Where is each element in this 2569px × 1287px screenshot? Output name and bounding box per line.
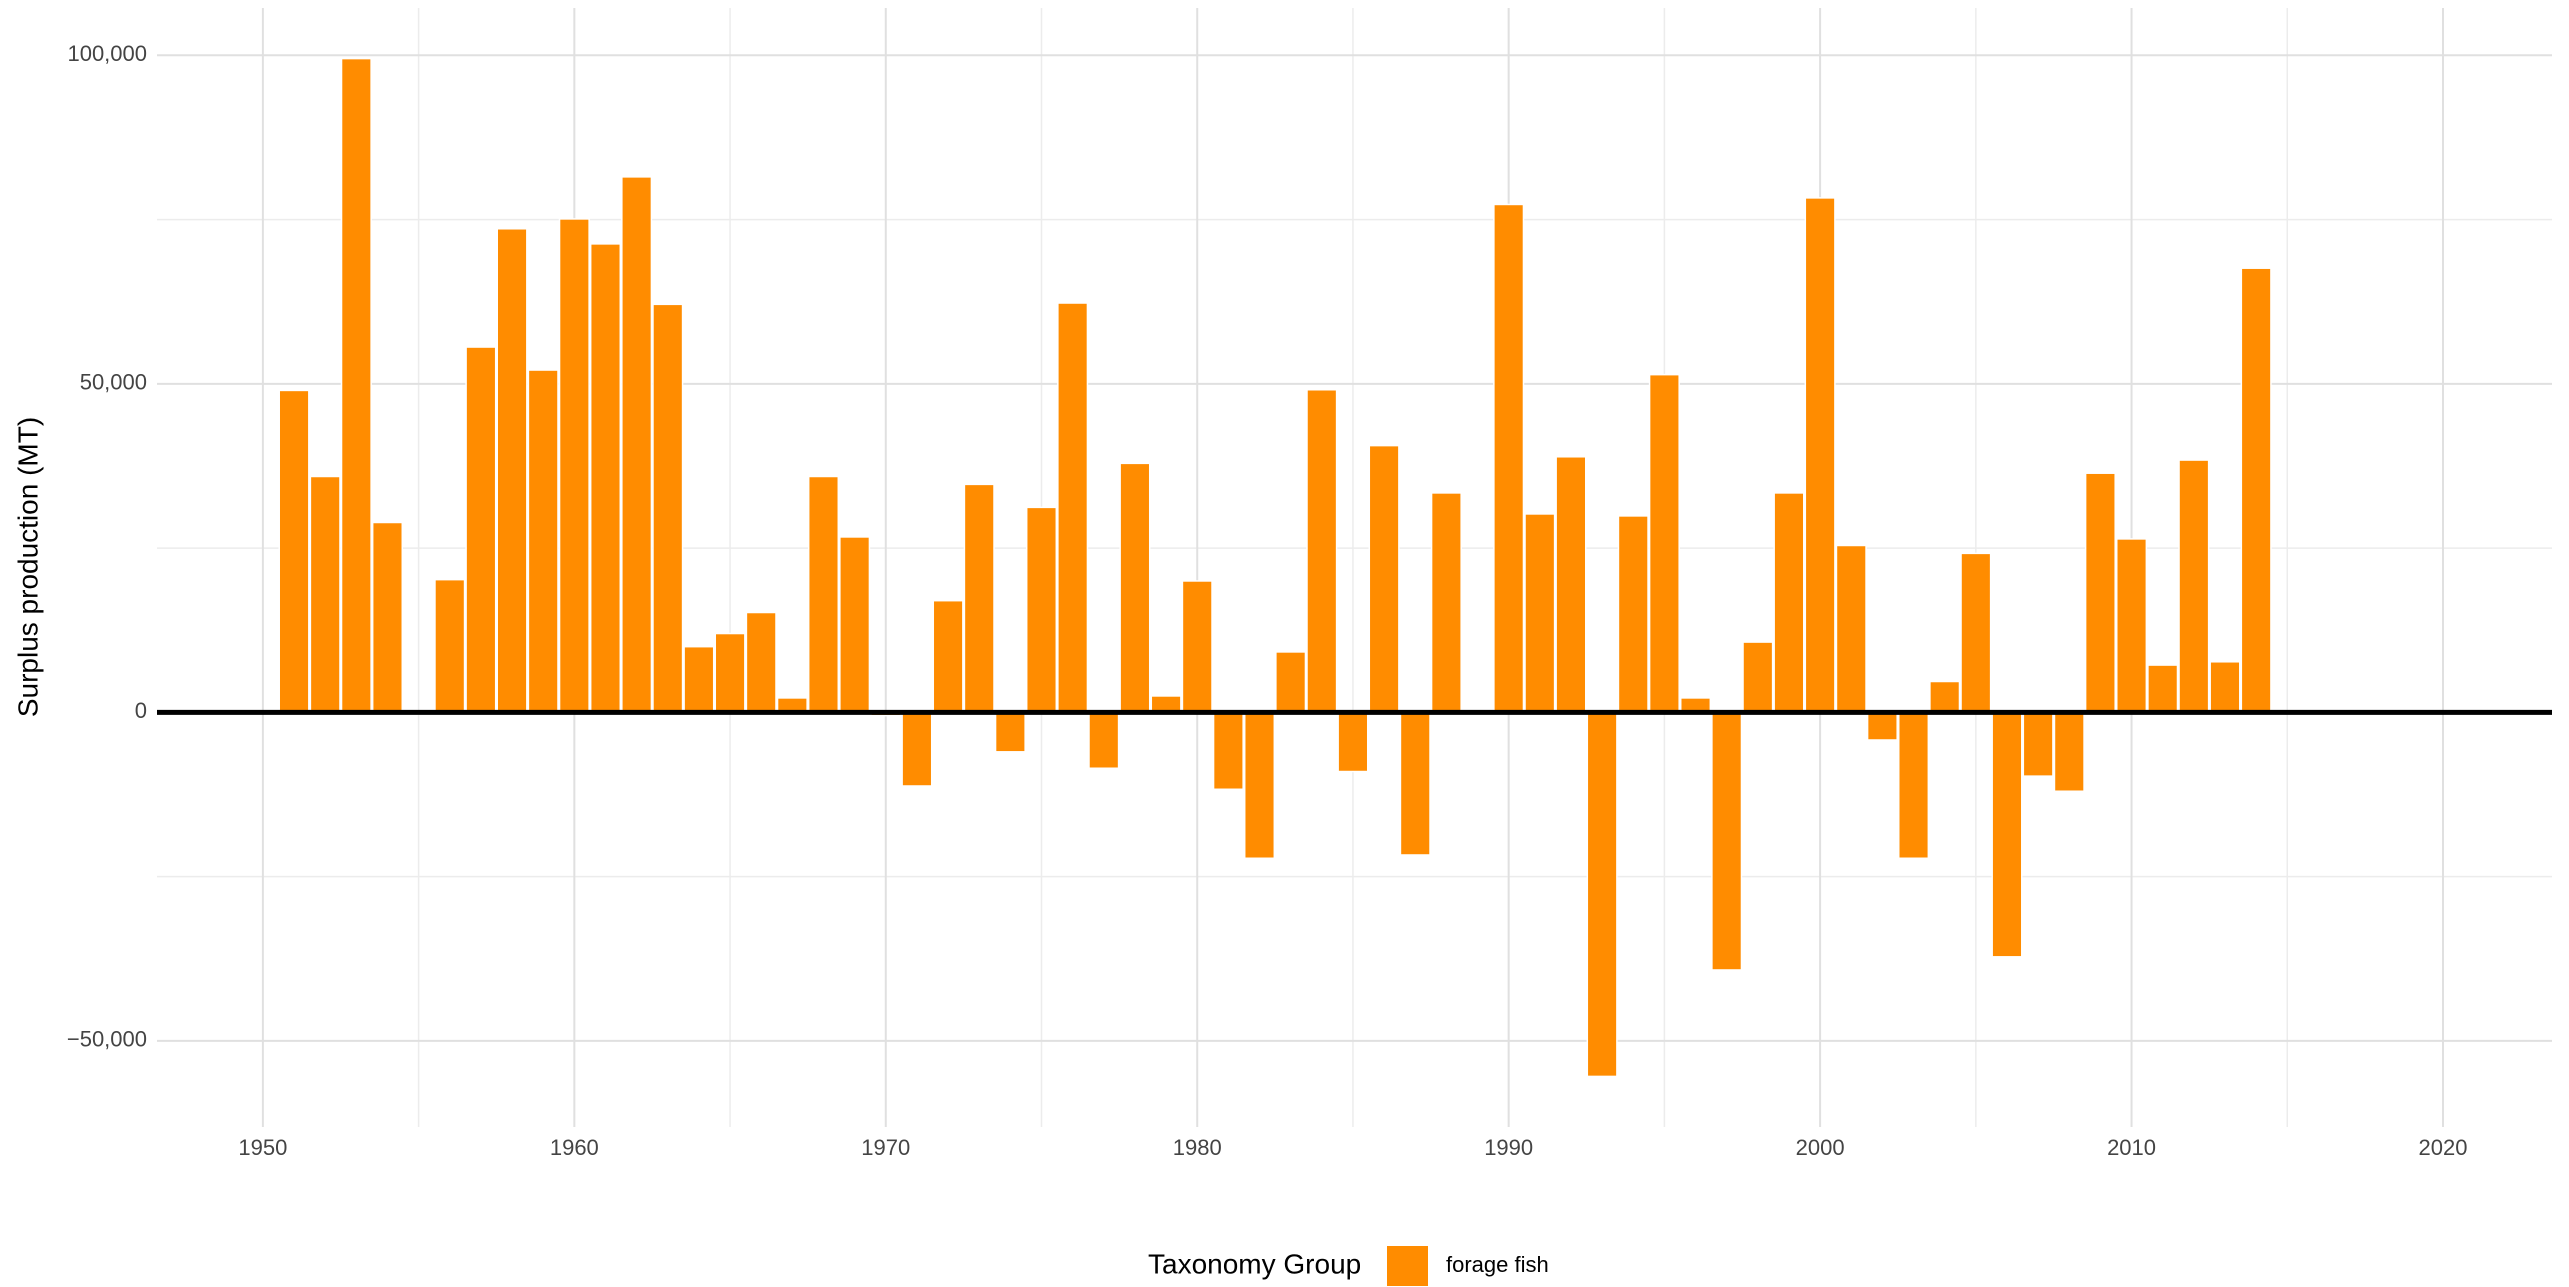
bar <box>932 599 964 714</box>
legend-title: Taxonomy Group <box>1148 1248 1361 1279</box>
bar <box>1804 197 1836 714</box>
legend-label: forage fish <box>1446 1252 1549 1277</box>
x-tick-label: 1960 <box>550 1135 599 1160</box>
bar <box>901 711 933 787</box>
x-tick-label: 1970 <box>861 1135 910 1160</box>
y-tick-label: −50,000 <box>67 1027 147 1052</box>
bar <box>340 57 372 714</box>
x-tick-label: 1980 <box>1173 1135 1222 1160</box>
bar <box>1897 711 1930 860</box>
x-tick-label: 2020 <box>2419 1135 2468 1160</box>
bar <box>1960 552 1992 714</box>
x-tick-label: 2000 <box>1796 1135 1845 1160</box>
legend-key <box>1387 1246 1428 1286</box>
bar <box>1617 515 1649 714</box>
bar <box>1212 711 1244 791</box>
y-tick-label: 0 <box>135 698 147 723</box>
x-tick-label: 1950 <box>238 1135 287 1160</box>
bar <box>1181 580 1213 714</box>
bar <box>2084 472 2116 714</box>
bar <box>683 645 715 714</box>
bar <box>527 369 559 714</box>
bar <box>1306 389 1338 714</box>
bar <box>1025 506 1058 714</box>
bar <box>2116 538 2148 714</box>
bar <box>1057 302 1089 714</box>
bar <box>278 389 310 714</box>
bar <box>1088 711 1120 769</box>
bar <box>2209 661 2241 714</box>
bar <box>496 228 528 714</box>
bar <box>1835 544 1867 714</box>
bar <box>589 243 622 714</box>
bar <box>1648 373 1680 714</box>
bar <box>1368 444 1400 714</box>
bar <box>994 711 1026 753</box>
bar <box>963 483 995 714</box>
bar <box>2053 711 2085 792</box>
x-tick-label: 2010 <box>2107 1135 2156 1160</box>
bar <box>1929 680 1961 714</box>
bar <box>1711 711 1743 971</box>
bar <box>1524 513 1556 714</box>
bar <box>1866 711 1898 741</box>
y-axis-label: Surplus production (MT) <box>12 417 43 717</box>
bar <box>465 346 497 714</box>
bar <box>714 632 746 714</box>
bar <box>2022 711 2054 777</box>
bar <box>1991 711 2023 958</box>
bar <box>1243 711 1276 860</box>
bar <box>1399 711 1431 856</box>
bar <box>1555 456 1587 714</box>
bar <box>1337 711 1369 773</box>
y-tick-label: 50,000 <box>80 370 147 395</box>
bar <box>1742 641 1774 714</box>
bar <box>807 475 840 714</box>
bar <box>621 176 653 714</box>
bar <box>1119 462 1151 714</box>
bar <box>1275 651 1307 714</box>
y-tick-label: 100,000 <box>67 41 147 66</box>
bar <box>309 475 341 714</box>
bar <box>745 611 777 714</box>
bar <box>2178 459 2210 714</box>
bar <box>434 578 466 714</box>
x-tick-label: 1990 <box>1484 1135 1533 1160</box>
bar <box>2240 267 2272 714</box>
bar <box>1586 711 1618 1078</box>
bar <box>1493 203 1525 714</box>
bar <box>1430 492 1462 714</box>
bar <box>558 218 590 714</box>
bar <box>2147 664 2179 714</box>
bar <box>839 536 871 714</box>
bar <box>1773 492 1805 714</box>
bar <box>652 303 684 714</box>
bar <box>371 521 404 714</box>
